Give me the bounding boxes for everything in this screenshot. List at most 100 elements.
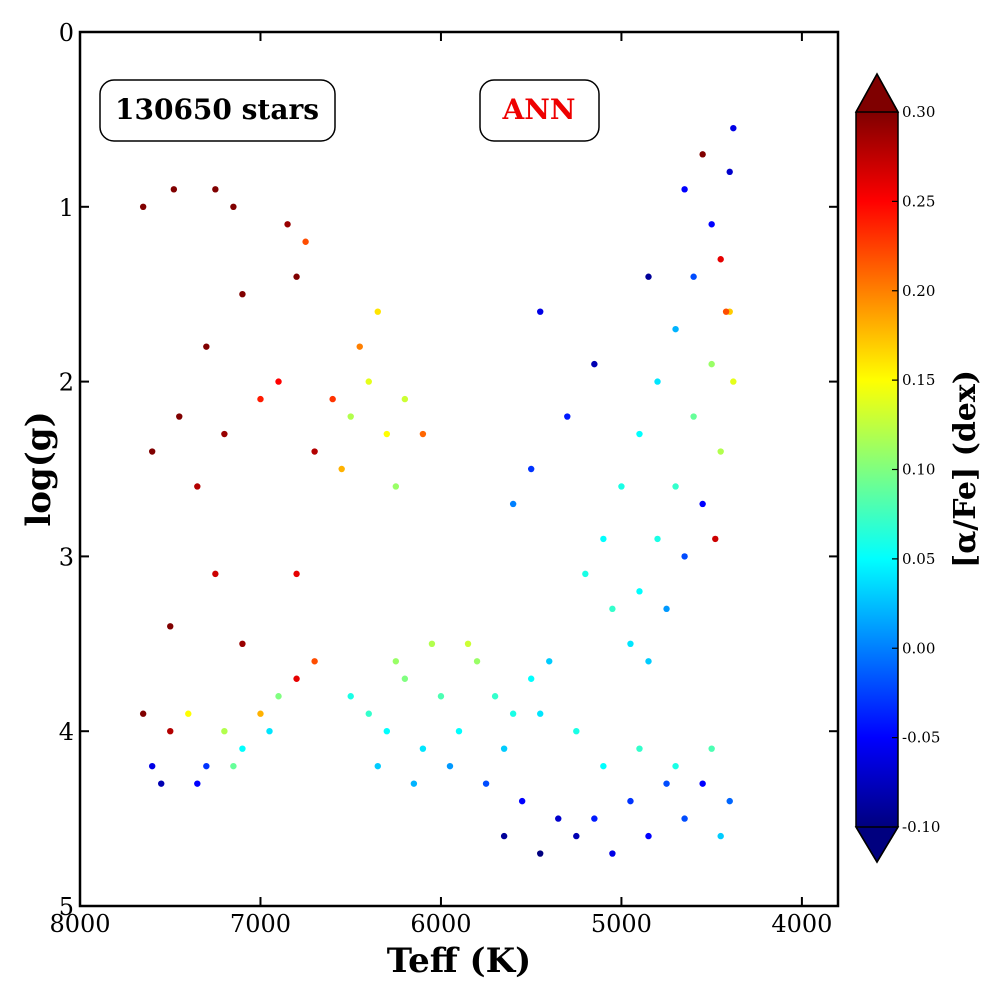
- data-point: [464, 640, 472, 647]
- y-tick-label: 4: [59, 718, 74, 746]
- data-point: [712, 535, 719, 543]
- data-point: [730, 378, 737, 385]
- data-point: [239, 291, 246, 298]
- data-point: [509, 500, 517, 508]
- data-point: [708, 221, 715, 228]
- data-point: [609, 850, 616, 857]
- data-point: [239, 640, 246, 647]
- data-points: [139, 124, 737, 857]
- data-point: [708, 745, 715, 752]
- data-point: [284, 221, 291, 228]
- data-point: [708, 360, 715, 368]
- data-point: [383, 430, 391, 438]
- data-point: [717, 832, 724, 840]
- data-point: [600, 535, 607, 543]
- data-point: [654, 535, 661, 543]
- data-point: [176, 413, 183, 420]
- data-point: [455, 728, 463, 735]
- data-point: [681, 186, 688, 193]
- colorbar-tick-label: 0.10: [902, 461, 935, 479]
- data-point: [293, 570, 300, 578]
- data-point: [717, 448, 724, 455]
- data-point: [185, 710, 192, 717]
- data-point: [500, 832, 508, 840]
- data-point: [690, 413, 697, 420]
- data-point: [518, 797, 526, 805]
- y-tick-label: 5: [59, 893, 74, 921]
- data-point: [645, 658, 652, 665]
- data-point: [636, 588, 643, 595]
- data-point: [591, 360, 598, 368]
- data-point: [722, 308, 730, 315]
- data-point: [573, 832, 580, 840]
- data-point: [582, 570, 589, 578]
- data-point: [221, 430, 228, 438]
- data-point: [663, 605, 670, 613]
- data-point: [645, 832, 652, 840]
- method-annotation-box: [479, 79, 600, 142]
- y-tick-label: 2: [59, 369, 74, 397]
- data-point: [636, 745, 643, 752]
- data-point: [717, 256, 724, 263]
- data-point: [329, 395, 336, 403]
- data-point: [591, 815, 598, 822]
- data-point: [482, 780, 490, 787]
- data-point: [347, 413, 354, 420]
- data-point: [473, 658, 481, 665]
- data-point: [266, 728, 273, 735]
- colorbar: -0.10 -0.05 0.00 0.05 0.10 0.15 0.20 0.25 0.30 […: [854, 72, 983, 864]
- data-point: [663, 780, 670, 787]
- colorbar-extend-bottom: [854, 826, 900, 864]
- data-point: [257, 395, 264, 403]
- colorbar-gradient: [856, 112, 898, 827]
- colorbar-tick-label: 0.20: [902, 282, 935, 300]
- data-point: [627, 640, 634, 647]
- data-point: [681, 553, 688, 560]
- data-point: [537, 710, 544, 717]
- y-axis-title: log(g): [19, 411, 59, 526]
- data-point: [230, 762, 237, 770]
- method-annotation: ANN: [479, 79, 600, 142]
- data-point: [212, 570, 219, 578]
- data-point: [392, 658, 400, 665]
- data-point: [681, 815, 688, 822]
- data-point: [338, 465, 345, 473]
- data-point: [203, 762, 210, 770]
- data-point: [410, 780, 418, 787]
- data-point: [627, 797, 634, 805]
- data-point: [275, 693, 282, 700]
- data-point: [428, 640, 436, 647]
- data-point: [167, 623, 174, 630]
- x-tick-label: 8000: [49, 910, 110, 938]
- data-point: [194, 483, 201, 490]
- data-point: [509, 710, 517, 717]
- data-point: [275, 378, 282, 385]
- colorbar-tick-label: 0.05: [902, 550, 935, 568]
- y-tick-label: 0: [59, 19, 74, 47]
- data-point: [672, 325, 679, 333]
- data-point: [609, 605, 616, 613]
- data-point: [672, 762, 679, 770]
- data-point: [365, 710, 372, 717]
- data-point: [374, 308, 381, 315]
- data-point: [293, 675, 300, 682]
- data-point: [555, 815, 562, 822]
- data-point: [500, 745, 508, 752]
- data-point: [239, 745, 246, 752]
- data-point: [347, 693, 354, 700]
- colorbar-tick-label: 0.15: [902, 371, 935, 389]
- data-point: [194, 780, 201, 787]
- data-point: [730, 124, 737, 132]
- data-point: [699, 151, 706, 158]
- data-point: [690, 273, 697, 280]
- data-point: [699, 500, 706, 508]
- data-point: [230, 203, 237, 210]
- data-point: [726, 797, 733, 805]
- x-tick-label: 7000: [230, 910, 291, 938]
- data-point: [600, 762, 607, 770]
- data-point: [170, 186, 178, 193]
- data-point: [148, 762, 156, 770]
- data-point: [374, 762, 381, 770]
- data-point: [699, 780, 706, 787]
